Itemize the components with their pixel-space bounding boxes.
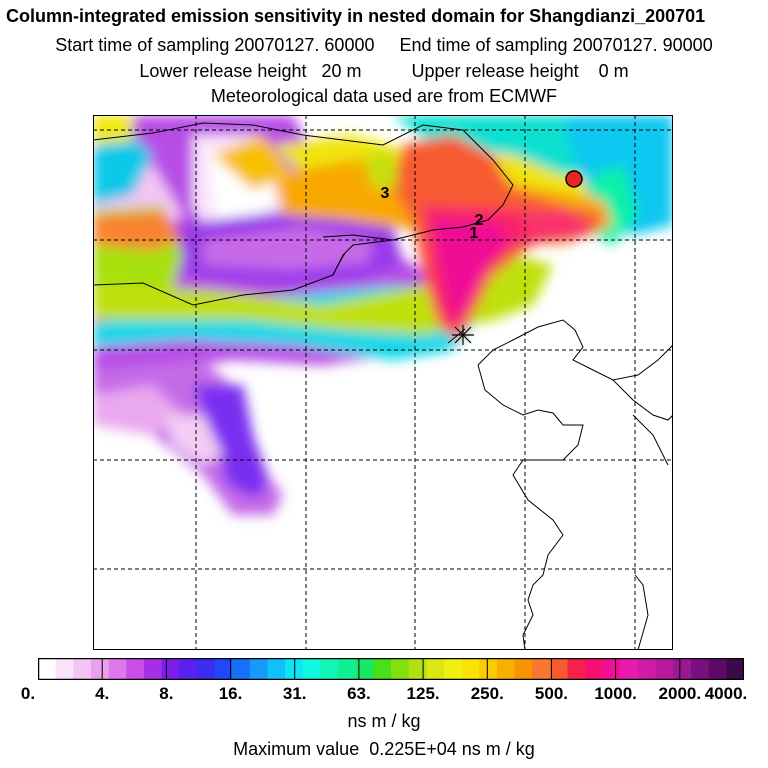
colorbar-swatch <box>638 658 657 680</box>
colorbar-tick-label: 125. <box>406 684 440 703</box>
colorbar-swatch <box>126 658 145 680</box>
plot-title: Column-integrated emission sensitivity i… <box>6 6 706 26</box>
coastline <box>477 319 673 650</box>
maximum-value-line: Maximum value 0.225E+04 ns m / kg <box>233 739 535 759</box>
colorbar-swatch <box>532 658 551 680</box>
colorbar-swatch <box>708 658 727 680</box>
receptor-marker <box>565 170 583 188</box>
colorbar-swatch <box>55 658 74 680</box>
lat-lon-grid <box>93 115 673 650</box>
colorbar-units: ns m / kg <box>347 711 421 731</box>
colorbar <box>37 657 745 681</box>
marker-label-2: 2 <box>475 212 484 229</box>
colorbar-swatch <box>90 658 110 680</box>
colorbar-tick-label: 8. <box>159 684 174 703</box>
colorbar-tick-label: 250. <box>470 684 504 703</box>
colorbar-swatch <box>338 658 357 680</box>
emission-sensitivity-map: 3 2 1 <box>93 115 673 650</box>
colorbar-swatch <box>655 658 674 680</box>
colorbar-swatch <box>602 658 621 680</box>
colorbar-swatch <box>232 658 251 680</box>
colorbar-swatch <box>373 658 392 680</box>
colorbar-tick-label: 4000. <box>704 684 748 703</box>
colorbar-swatch <box>196 658 215 680</box>
colorbar-tick-label: 16. <box>218 684 243 703</box>
colorbar-swatch <box>496 658 516 680</box>
colorbar-border <box>37 657 745 681</box>
marker-label-3: 3 <box>381 185 390 202</box>
colorbar-swatch <box>620 658 639 680</box>
colorbar-swatch <box>585 658 604 680</box>
sampling-time-line: Start time of sampling 20070127. 60000 E… <box>55 35 713 55</box>
colorbar-swatch <box>673 658 692 680</box>
sensitivity-field <box>93 115 673 515</box>
colorbar-swatch <box>38 658 57 680</box>
colorbar-swatch <box>355 658 374 680</box>
colorbar-tick-label: 1000. <box>594 684 637 703</box>
colorbar-swatch <box>320 658 339 680</box>
colorbar-swatch <box>73 658 92 680</box>
colorbar-swatch <box>391 658 410 680</box>
colorbar-swatch <box>461 658 480 680</box>
met-data-line: Meteorological data used are from ECMWF <box>210 86 558 106</box>
release-height-line: Lower release height 20 m Upper release … <box>139 61 629 81</box>
colorbar-swatch <box>567 658 586 680</box>
colorbar-swatch <box>479 658 498 680</box>
colorbar-swatch <box>408 658 427 680</box>
colorbar-swatch <box>443 658 463 680</box>
colorbar-tick-label: 31. <box>282 684 307 703</box>
colorbar-swatch <box>549 658 568 680</box>
colorbar-swatch <box>691 658 710 680</box>
colorbar-swatch <box>179 658 198 680</box>
colorbar-swatch <box>302 658 321 680</box>
colorbar-swatch <box>514 658 533 680</box>
colorbar-swatch <box>267 658 286 680</box>
release-point-marker <box>452 325 474 345</box>
colorbar-tick-label: 4. <box>95 684 110 703</box>
colorbar-swatch <box>285 658 304 680</box>
colorbar-swatch <box>726 658 745 680</box>
colorbar-swatch <box>108 658 127 680</box>
colorbar-swatch <box>426 658 445 680</box>
colorbar-tick-label: 500. <box>534 684 568 703</box>
colorbar-swatch <box>143 658 163 680</box>
marker-label-1: 1 <box>470 225 479 242</box>
colorbar-swatch <box>161 658 180 680</box>
colorbar-swatch <box>214 658 233 680</box>
colorbar-swatch <box>249 658 268 680</box>
colorbar-tick-label: 63. <box>347 684 371 703</box>
colorbar-tick-label: 0. <box>20 684 36 703</box>
colorbar-tick-label: 2000. <box>658 684 702 703</box>
